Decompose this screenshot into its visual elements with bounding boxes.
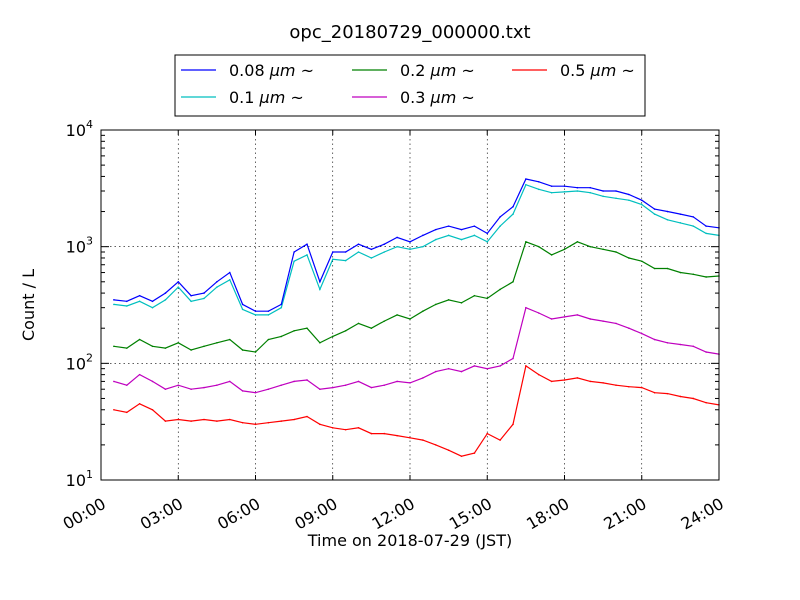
- series-line: [113, 306, 720, 394]
- x-tick-label: 18:00: [523, 494, 572, 534]
- series-layer: [113, 178, 720, 457]
- x-axis: 00:00 03:00 06:00 09:00 12:00 15:00 18:00 21:00…: [60, 130, 727, 534]
- legend-label: 0.5 μm ~: [560, 61, 635, 80]
- y-axis: 101 102 103 104: [66, 118, 719, 490]
- x-tick-label: 21:00: [600, 494, 649, 534]
- x-tick-label: 03:00: [137, 494, 186, 534]
- legend-box: [174, 54, 646, 117]
- y-tick-label: 101: [66, 468, 93, 490]
- legend-label: 0.08 μm ~: [229, 61, 314, 80]
- chart-title: opc_20180729_000000.txt: [289, 22, 530, 43]
- legend: 0.08 μm ~ 0.1 μm ~ 0.2 μm ~ 0.3 μm ~ 0.5 μm …: [174, 54, 646, 117]
- x-axis-label: Time on 2018-07-29 (JST): [307, 531, 512, 550]
- y-axis-label: Count / L: [19, 269, 38, 341]
- series-line: [113, 364, 720, 457]
- legend-label: 0.1 μm ~: [229, 88, 304, 107]
- x-tick-label: 00:00: [60, 494, 109, 534]
- y-tick-label: 104: [66, 118, 93, 140]
- series-line: [113, 241, 720, 353]
- y-tick-label: 103: [66, 235, 93, 257]
- series-line: [113, 178, 720, 312]
- grid-lines: [101, 130, 719, 480]
- x-tick-label: 15:00: [446, 494, 495, 534]
- legend-label: 0.2 μm ~: [400, 61, 475, 80]
- y-tick-label: 102: [66, 351, 93, 373]
- x-tick-label: 09:00: [291, 494, 340, 534]
- series-line: [113, 183, 720, 316]
- legend-label: 0.3 μm ~: [400, 88, 475, 107]
- x-tick-label: 24:00: [678, 494, 727, 534]
- x-tick-label: 12:00: [369, 494, 418, 534]
- x-tick-label: 06:00: [214, 494, 263, 534]
